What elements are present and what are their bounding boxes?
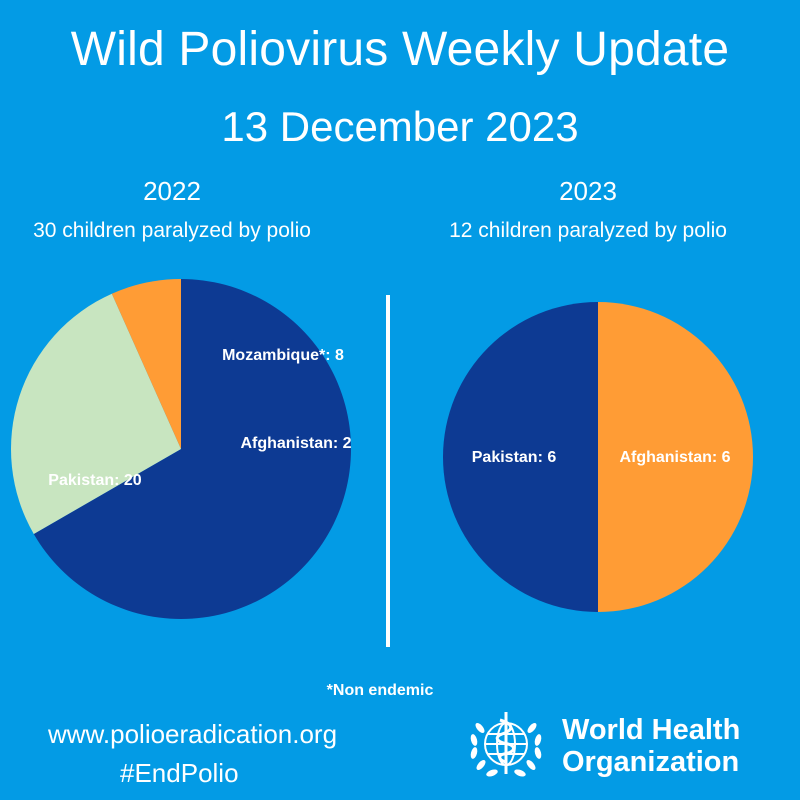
chart-2023-title: 2023 xyxy=(559,176,617,206)
pie-slice-afghanistan xyxy=(598,302,753,612)
pie-slice-pakistan xyxy=(33,279,351,619)
report-date: 13 December 2023 xyxy=(221,103,579,150)
data-label-pakistan: Pakistan: 6 xyxy=(472,449,557,466)
pie-slice-mozambique xyxy=(10,293,182,534)
who-wordmark-line1: World Health xyxy=(562,714,741,746)
chart-2022-title: 2022 xyxy=(143,176,201,206)
data-label-afghanistan: Afghanistan: 6 xyxy=(619,449,730,466)
pie-slice-afghanistan xyxy=(111,279,181,449)
data-label-pakistan: Pakistan: 20 xyxy=(48,472,141,489)
who-wordmark: World Health Organization xyxy=(562,714,740,778)
who-logo: World Health Organization xyxy=(458,706,748,786)
who-wordmark-line2: Organization xyxy=(562,746,740,778)
pie-slice-pakistan xyxy=(443,302,598,612)
chart-2022-subtitle: 30 children paralyzed by polio xyxy=(33,219,311,242)
website-link[interactable]: www.polioeradication.org xyxy=(48,719,338,749)
hashtag: #EndPolio xyxy=(120,758,239,788)
footnote: *Non endemic xyxy=(326,682,434,699)
chart-divider xyxy=(386,295,390,647)
data-label-afghanistan: Afghanistan: 2 xyxy=(240,435,351,452)
page-title: Wild Poliovirus Weekly Update xyxy=(70,23,730,76)
who-emblem-icon xyxy=(470,712,542,777)
data-label-mozambique: Mozambique*: 8 xyxy=(222,347,344,364)
chart-2023-subtitle: 12 children paralyzed by polio xyxy=(449,219,727,242)
